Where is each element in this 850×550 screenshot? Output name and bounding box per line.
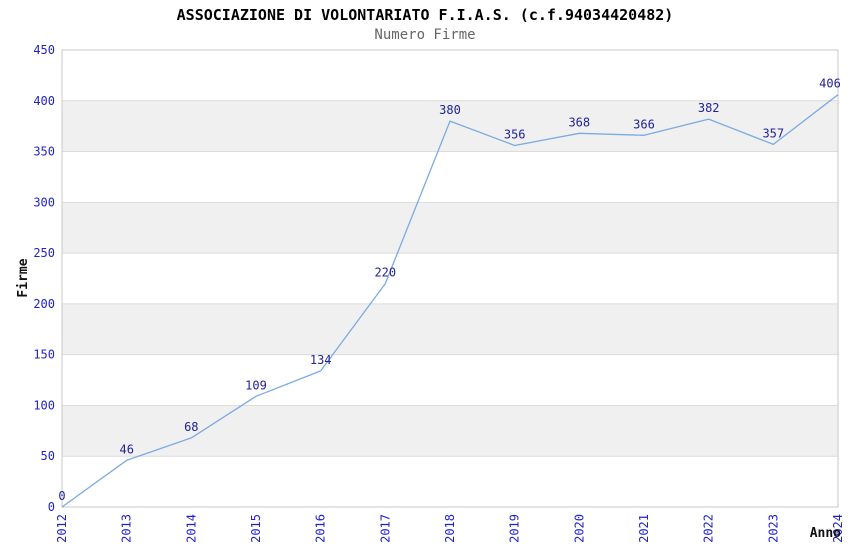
- x-tick-label: 2020: [572, 514, 586, 543]
- data-point-label: 68: [184, 420, 198, 434]
- plot-band: [62, 303, 838, 355]
- data-point-label: 46: [119, 442, 133, 456]
- chart-title: ASSOCIAZIONE DI VOLONTARIATO F.I.A.S. (c…: [176, 6, 674, 24]
- x-tick-label: 2023: [766, 514, 780, 543]
- data-point-label: 220: [374, 266, 396, 280]
- data-point-label: 0: [58, 489, 65, 503]
- x-tick-label: 2019: [508, 514, 522, 543]
- plot-band: [62, 100, 838, 152]
- x-tick-label: 2017: [378, 514, 392, 543]
- x-tick-label: 2024: [831, 514, 845, 543]
- x-tick-label: 2018: [443, 514, 457, 543]
- y-tick-label: 300: [33, 195, 55, 209]
- x-tick-label: 2021: [637, 514, 651, 543]
- y-tick-label: 200: [33, 297, 55, 311]
- y-tick-label: 450: [33, 43, 55, 57]
- y-tick-label: 0: [48, 500, 55, 514]
- x-tick-label: 2014: [184, 514, 198, 543]
- y-tick-label: 250: [33, 246, 55, 260]
- data-point-label: 406: [819, 77, 841, 91]
- y-tick-label: 100: [33, 398, 55, 412]
- chart-subtitle: Numero Firme: [374, 27, 476, 43]
- plot-border: [61, 49, 839, 508]
- x-tick-label: 2022: [702, 514, 716, 543]
- y-axis-title: Firme: [16, 258, 31, 297]
- y-tick-label: 50: [41, 449, 55, 463]
- data-line: [61, 94, 839, 508]
- y-tick-label: 400: [33, 94, 55, 108]
- data-point-label: 366: [633, 117, 655, 131]
- data-point-label: 382: [698, 101, 720, 115]
- data-point-label: 356: [504, 128, 526, 142]
- x-tick-label: 2013: [120, 514, 134, 543]
- x-tick-label: 2016: [314, 514, 328, 543]
- x-tick-label: 2015: [249, 514, 263, 543]
- data-point-label: 109: [245, 378, 267, 392]
- plot-band: [62, 405, 838, 457]
- x-tick-label: 2012: [55, 514, 69, 543]
- data-point-label: 357: [762, 126, 784, 140]
- x-axis-title: Anno: [810, 526, 841, 541]
- data-point-label: 134: [310, 353, 332, 367]
- data-point-label: 380: [439, 103, 461, 117]
- data-point-label: 368: [568, 115, 590, 129]
- y-tick-label: 150: [33, 348, 55, 362]
- plot-band: [62, 202, 838, 254]
- y-tick-label: 350: [33, 145, 55, 159]
